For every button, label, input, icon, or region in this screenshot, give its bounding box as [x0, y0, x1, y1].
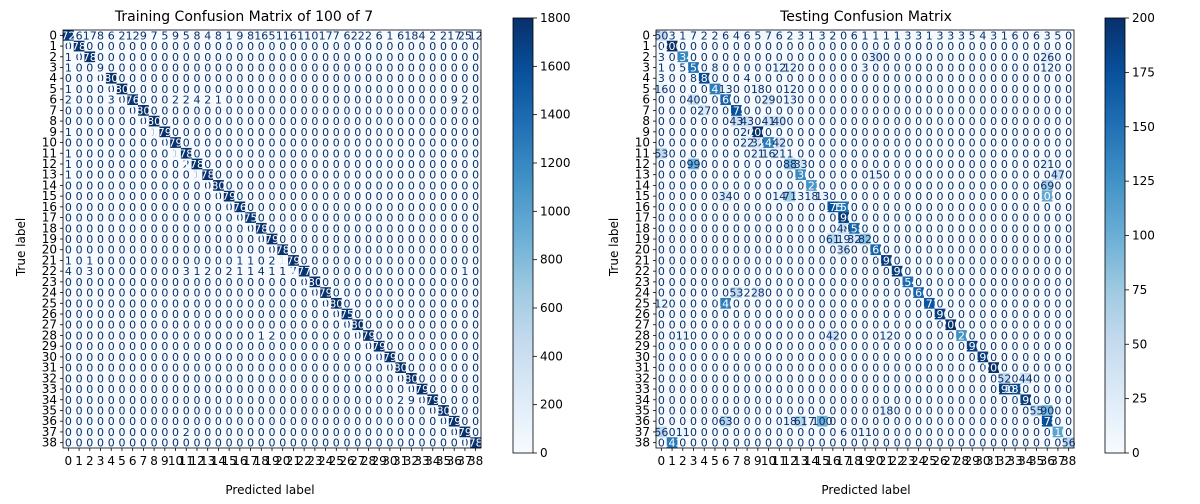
x-tick-label: 5: [118, 454, 126, 468]
x-tick-label: 0: [65, 454, 73, 468]
x-tick-label: 4: [107, 454, 115, 468]
colorbar-tick-label: 0: [540, 446, 548, 460]
x-tick-label: 1: [75, 454, 83, 468]
x-tick-label: 3: [97, 454, 105, 468]
colorbar-tick-label: 1600: [540, 59, 571, 73]
colorbar-tick-label: 1200: [540, 156, 571, 170]
colorbar-tick-label: 1000: [540, 204, 571, 218]
y-tick-label: 38: [42, 436, 57, 450]
colorbar-tick-label: 400: [540, 349, 563, 363]
x-tick-label: 8: [150, 454, 158, 468]
colorbar-tick-label: 1800: [540, 11, 571, 25]
colorbar-gradient: [513, 18, 533, 453]
x-tick-label: 7: [140, 454, 148, 468]
colorbar-tick-label: 1400: [540, 108, 571, 122]
x-tick-label: 38: [468, 454, 483, 468]
training-chart: Training Confusion Matrix of 100 of 7 1 7…: [14, 9, 571, 497]
colorbar-tick-label: 800: [540, 253, 563, 267]
colorbar-tick-label: 200: [540, 398, 563, 412]
colorbar-tick-label: 600: [540, 301, 563, 315]
training-xlabel: Predicted label: [225, 483, 314, 497]
testing-title: Testing Confusion Matrix: [779, 9, 952, 25]
training-colorbar: 0 200 400 600 800 1000 1200 1400 1600 1800: [513, 11, 571, 460]
x-tick-label: 6: [129, 454, 137, 468]
x-tick-label: 2: [86, 454, 94, 468]
training-ylabel: True label: [14, 218, 28, 277]
training-title: Training Confusion Matrix of 100 of 7: [114, 9, 373, 25]
